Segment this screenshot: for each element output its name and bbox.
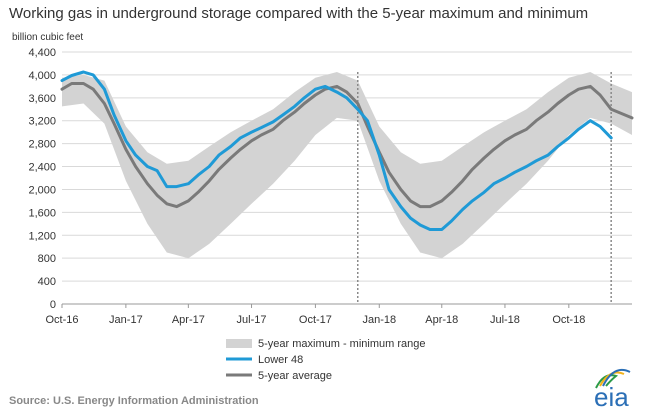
x-tick-label: Jan-17: [109, 314, 143, 326]
y-axis: 0 400 800 1,200 1,600 2,000 2,400 2,800 3,200 3,6…: [28, 47, 632, 311]
x-tick-label: Apr-18: [425, 314, 458, 326]
chart-title: Working gas in underground storage compa…: [9, 5, 588, 22]
y-tick-label: 1,600: [28, 207, 56, 219]
source-note: Source: U.S. Energy Information Administ…: [9, 395, 259, 407]
x-tick-label: Oct-18: [552, 314, 585, 326]
x-tick-label: Oct-17: [299, 314, 332, 326]
legend-average-label: 5-year average: [258, 370, 332, 382]
y-tick-label: 0: [50, 299, 56, 311]
range-band: [62, 72, 632, 259]
vertical-markers: [357, 72, 612, 304]
x-axis: Oct-16 Jan-17 Apr-17 Jul-17 Oct-17 Jan-18 Apr-…: [45, 304, 585, 326]
series-lines: [60, 70, 634, 231]
y-tick-label: 4,400: [28, 47, 56, 59]
y-tick-label: 400: [38, 276, 56, 288]
eia-logo-icon: eia: [594, 368, 631, 412]
x-tick-label: Jul-17: [237, 314, 267, 326]
y-tick-label: 2,000: [28, 184, 56, 196]
series-line-lower48: [60, 70, 613, 231]
y-axis-unit-label: billion cubic feet: [12, 32, 83, 43]
y-tick-label: 1,200: [28, 230, 56, 242]
legend-range-swatch: [226, 339, 252, 348]
y-tick-label: 2,400: [28, 162, 56, 174]
x-tick-label: Apr-17: [172, 314, 205, 326]
y-tick-label: 3,200: [28, 116, 56, 128]
logo-text: eia: [594, 382, 629, 412]
range-band-area: [62, 72, 632, 259]
x-tick-label: Jan-18: [362, 314, 396, 326]
x-tick-label: Jul-18: [490, 314, 520, 326]
y-tick-label: 800: [38, 253, 56, 265]
y-tick-label: 3,600: [28, 93, 56, 105]
y-tick-label: 2,800: [28, 139, 56, 151]
legend: 5-year maximum - minimum range Lower 48 …: [226, 338, 425, 382]
series-line-5yr-average: [60, 82, 634, 209]
x-tick-label: Oct-16: [45, 314, 78, 326]
legend-range-label: 5-year maximum - minimum range: [258, 338, 425, 350]
y-tick-label: 4,000: [28, 70, 56, 82]
legend-lower48-label: Lower 48: [258, 354, 303, 366]
